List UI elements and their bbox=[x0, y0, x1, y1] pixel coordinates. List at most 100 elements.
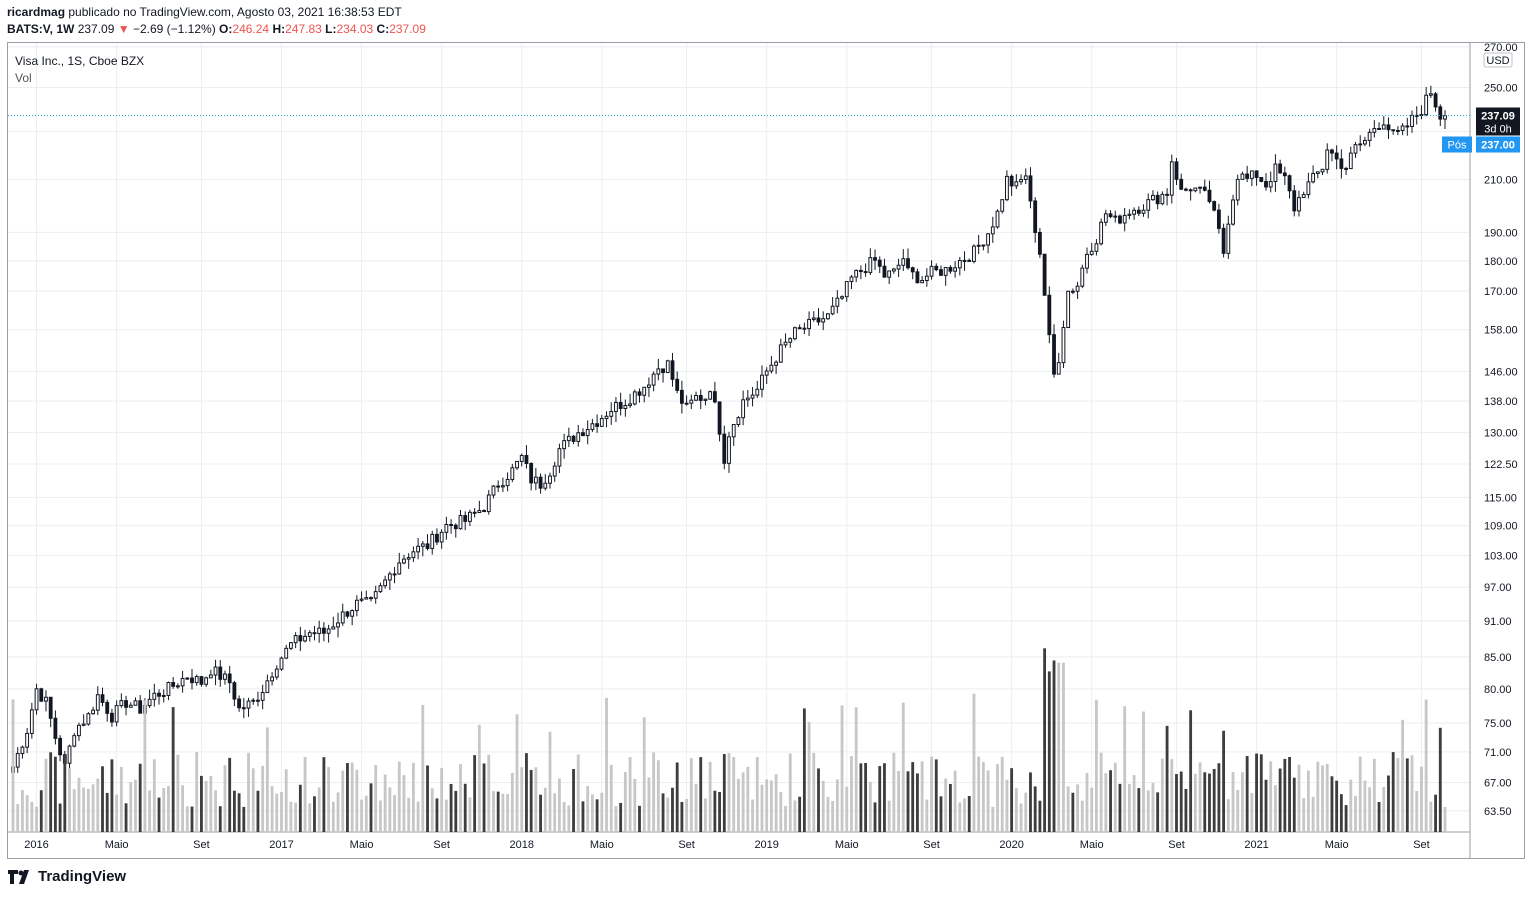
currency-label: USD bbox=[1486, 55, 1509, 67]
candle-body bbox=[486, 494, 491, 513]
x-tick-label: 2020 bbox=[999, 839, 1023, 851]
volume-bar bbox=[1245, 756, 1249, 832]
low-label: L: bbox=[325, 22, 337, 36]
volume-bar bbox=[369, 783, 373, 832]
x-tick-label: Set bbox=[433, 839, 450, 851]
candle-body bbox=[1089, 250, 1094, 255]
candle-body bbox=[293, 635, 298, 644]
candle-body bbox=[778, 344, 783, 363]
post-market-tag bbox=[1442, 136, 1472, 153]
volume-bar bbox=[1401, 719, 1405, 832]
candle-body bbox=[764, 370, 769, 376]
currency-badge bbox=[1483, 52, 1513, 68]
candle-body bbox=[491, 485, 496, 496]
candle-body bbox=[811, 317, 816, 320]
y-tick-label: 80.00 bbox=[1484, 684, 1512, 696]
high-label: H: bbox=[272, 22, 286, 36]
candle-body bbox=[1381, 124, 1386, 130]
candle-body bbox=[307, 632, 312, 637]
candle-body bbox=[190, 677, 194, 684]
volume-bar bbox=[275, 793, 279, 832]
candle-body bbox=[86, 713, 91, 725]
volume-bar bbox=[623, 772, 627, 832]
volume-bar bbox=[609, 764, 613, 832]
volume-bar bbox=[1339, 794, 1343, 832]
volume-bar bbox=[96, 778, 100, 832]
x-tick-label: 2021 bbox=[1244, 839, 1268, 851]
volume-bar bbox=[1170, 759, 1174, 832]
y-tick-label: 180.00 bbox=[1484, 256, 1518, 268]
candle-body bbox=[383, 579, 388, 587]
volume-bar bbox=[119, 766, 123, 832]
candle-body bbox=[788, 338, 793, 343]
candle-body bbox=[171, 682, 176, 687]
volume-bar bbox=[708, 761, 712, 832]
volume-bar bbox=[529, 769, 533, 832]
legend-title[interactable]: Visa Inc., 1S, Cboe BZX bbox=[15, 54, 145, 68]
volume-bar bbox=[562, 802, 566, 832]
candle-body bbox=[251, 699, 256, 702]
y-tick-label: 97.00 bbox=[1484, 582, 1512, 594]
candle-body bbox=[72, 735, 77, 747]
volume-bar bbox=[576, 754, 580, 832]
y-tick-label: 63.50 bbox=[1484, 806, 1512, 818]
symbol-label[interactable]: BATS:V, 1W bbox=[7, 22, 75, 36]
candle-body bbox=[180, 677, 185, 687]
candle-body bbox=[585, 429, 590, 437]
x-tick-label: Maio bbox=[835, 839, 859, 851]
candle-body bbox=[1410, 114, 1414, 127]
candle-body bbox=[1193, 187, 1198, 192]
candle-body bbox=[995, 210, 1000, 228]
volume-bar bbox=[214, 790, 217, 832]
volume-bar bbox=[972, 693, 976, 832]
candle-body bbox=[1099, 221, 1104, 245]
volume-bar bbox=[364, 795, 368, 832]
volume-bar bbox=[934, 759, 938, 832]
candle-body bbox=[25, 732, 30, 748]
chart-frame[interactable] bbox=[7, 42, 1525, 859]
volume-bar bbox=[1391, 752, 1395, 832]
volume-bar bbox=[1443, 806, 1447, 832]
candle-body bbox=[435, 533, 439, 543]
volume-bar bbox=[873, 802, 877, 832]
candle-body bbox=[858, 269, 863, 273]
candle-body bbox=[623, 405, 628, 409]
candle-body bbox=[628, 403, 632, 407]
volume-bar bbox=[558, 778, 561, 832]
volume-bar bbox=[689, 758, 693, 832]
candle-body bbox=[783, 341, 788, 346]
volume-bar bbox=[134, 779, 137, 832]
candle-body bbox=[661, 368, 665, 374]
volume-bar bbox=[91, 784, 95, 832]
candle-body bbox=[237, 698, 242, 709]
volume-bar bbox=[1330, 776, 1334, 832]
volume-bar bbox=[1123, 706, 1127, 832]
tradingview-logo[interactable]: TradingView bbox=[8, 868, 126, 885]
x-tick-label: Set bbox=[923, 839, 940, 851]
volume-bar bbox=[261, 765, 265, 832]
candle-body bbox=[1127, 213, 1132, 216]
author-name[interactable]: ricardmag bbox=[7, 5, 66, 19]
legend-volume[interactable]: Vol bbox=[15, 71, 32, 85]
volume-bar bbox=[39, 790, 43, 832]
candle-body bbox=[1264, 180, 1268, 188]
tradingview-logo-icon bbox=[8, 869, 29, 884]
publish-text: publicado no TradingView.com, Agosto 03,… bbox=[68, 5, 402, 19]
volume-bar bbox=[449, 783, 453, 832]
volume-bar bbox=[270, 786, 274, 832]
candle-body bbox=[1372, 127, 1377, 133]
volume-bar bbox=[713, 790, 717, 832]
candle-body bbox=[1061, 327, 1066, 364]
candle-body bbox=[703, 398, 708, 401]
volume-bar bbox=[374, 765, 378, 832]
volume-bar bbox=[1335, 780, 1339, 832]
x-tick-label: 2019 bbox=[754, 839, 778, 851]
candle-body bbox=[967, 259, 972, 262]
volume-bar bbox=[1038, 800, 1042, 832]
candle-body bbox=[354, 599, 359, 612]
candle-body bbox=[77, 724, 81, 737]
candle-body bbox=[147, 698, 152, 707]
volume-bar bbox=[1387, 775, 1390, 832]
candle-body bbox=[1042, 253, 1047, 296]
